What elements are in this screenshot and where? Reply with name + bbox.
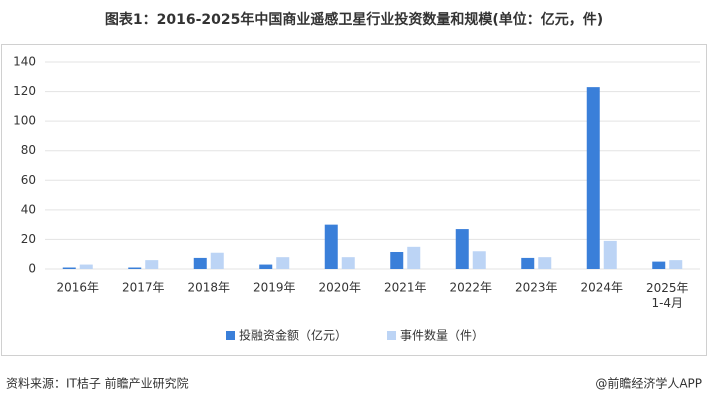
chart-title: 图表1：2016-2025年中国商业遥感卫星行业投资数量和规模(单位：亿元，件) — [105, 11, 603, 28]
bar — [210, 252, 224, 269]
y-tick-label: 0 — [28, 262, 36, 276]
x-tick-label: 2019年 — [253, 281, 296, 295]
x-tick-label: 2021年 — [384, 281, 427, 295]
x-tick-label: 2025年 1-4月 — [646, 281, 689, 310]
y-tick-label: 100 — [13, 114, 36, 128]
x-tick-label: 2022年 — [449, 281, 492, 295]
x-tick-label: 2017年 — [122, 281, 165, 295]
bar — [603, 240, 617, 269]
bar — [455, 229, 469, 269]
x-tick-label: 2018年 — [187, 281, 230, 295]
bar — [79, 264, 93, 269]
bar — [341, 257, 355, 269]
y-tick-label: 120 — [13, 84, 36, 98]
y-tick-label: 60 — [21, 173, 36, 187]
y-tick-label: 80 — [21, 143, 36, 157]
bar — [128, 267, 142, 269]
bar — [521, 257, 535, 269]
legend-label: 事件数量（件） — [400, 328, 484, 343]
bar — [145, 260, 159, 269]
bar — [62, 267, 76, 269]
legend-label: 投融资金额（亿元） — [239, 328, 347, 343]
credit: @前瞻经济学人APP — [595, 376, 702, 391]
x-tick-label: 2020年 — [318, 281, 361, 295]
bar — [669, 260, 683, 269]
x-tick-label: 2024年 — [580, 281, 623, 295]
bar — [193, 257, 207, 269]
x-tick-label: 2016年 — [56, 281, 99, 295]
plot-frame — [1, 44, 707, 356]
bar — [538, 257, 552, 269]
bar — [652, 261, 666, 269]
legend-swatch — [387, 331, 397, 340]
y-tick-label: 140 — [13, 55, 36, 69]
bar — [390, 251, 404, 269]
source: 资料来源：IT桔子 前瞻产业研究院 — [6, 376, 189, 391]
x-tick-label: 2023年 — [515, 281, 558, 295]
legend-swatch — [226, 331, 235, 340]
bar — [324, 224, 338, 269]
y-tick-label: 40 — [21, 202, 36, 216]
bar — [586, 87, 600, 269]
bar — [276, 257, 290, 269]
bar — [472, 251, 486, 269]
y-tick-label: 20 — [21, 232, 36, 246]
bar — [407, 246, 421, 269]
bar — [259, 264, 273, 269]
